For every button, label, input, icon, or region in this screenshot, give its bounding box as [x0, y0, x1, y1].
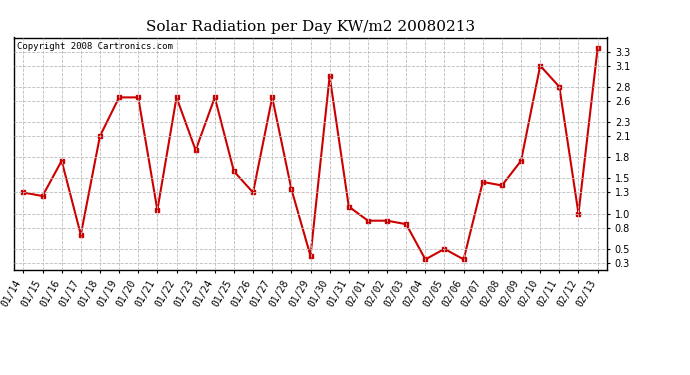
Text: Copyright 2008 Cartronics.com: Copyright 2008 Cartronics.com: [17, 42, 172, 51]
Title: Solar Radiation per Day KW/m2 20080213: Solar Radiation per Day KW/m2 20080213: [146, 20, 475, 33]
